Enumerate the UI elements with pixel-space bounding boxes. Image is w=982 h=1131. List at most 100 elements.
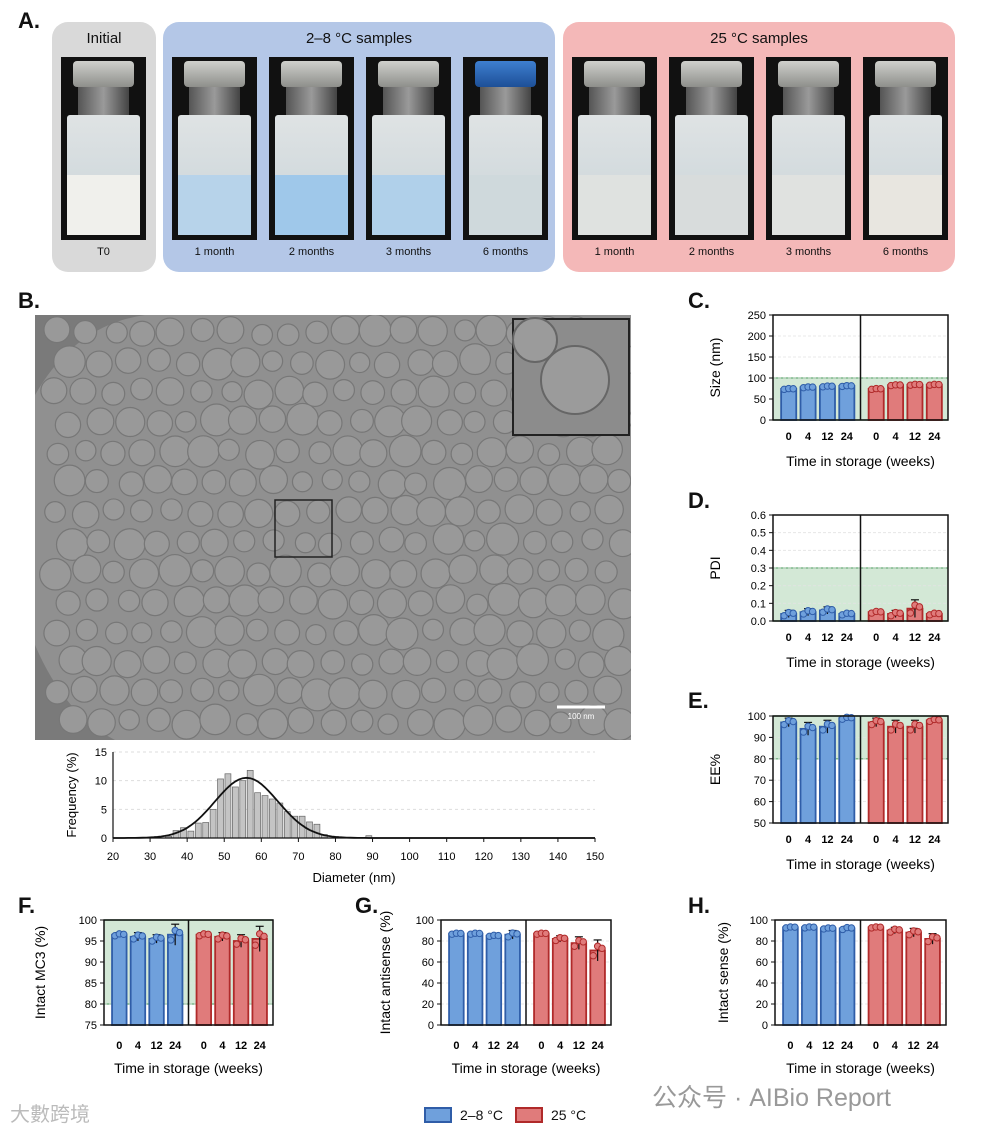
data-point-E [799, 728, 808, 736]
lnp-particle [607, 468, 631, 494]
lnp-particle [493, 466, 519, 492]
lnp-particle [506, 620, 534, 648]
vial-liquid [67, 175, 140, 235]
group-title-2-8c: 2–8 °C samples [305, 30, 413, 47]
bar-C [780, 388, 798, 421]
lnp-particle [159, 435, 192, 468]
lnp-particle [217, 438, 240, 461]
x-tick-E: 24 [928, 834, 941, 846]
x-tick-F: 0 [201, 1040, 207, 1052]
lnp-particle [174, 410, 197, 433]
x-tick-E: 0 [786, 834, 792, 846]
lnp-particle [486, 647, 519, 681]
spec-band-C [773, 378, 948, 420]
x-tick-C: 0 [873, 431, 879, 443]
x-tick-G: 12 [573, 1040, 585, 1052]
vial-photo [863, 57, 948, 240]
lnp-particle [454, 319, 477, 342]
lnp-particle [114, 347, 142, 374]
hist-bar [291, 815, 298, 839]
lnp-particle [243, 379, 274, 410]
lnp-particle [173, 651, 197, 675]
hist-x-tick: 20 [107, 851, 119, 863]
hist-y-tick: 5 [101, 804, 107, 816]
vial-liquid [275, 175, 348, 235]
data-point-E [930, 715, 939, 724]
lnp-particle [173, 585, 205, 618]
lnp-particle [550, 530, 574, 554]
vial-neck [783, 87, 834, 115]
data-point-F [134, 931, 142, 939]
lnp-particle [113, 650, 142, 679]
lnp-particle [72, 554, 102, 584]
hist-x-tick: 130 [512, 851, 530, 863]
data-point-H [895, 926, 903, 934]
data-point-G [471, 929, 479, 937]
spec-band-D [773, 568, 948, 621]
lnp-particle [487, 582, 521, 616]
data-point-F [233, 940, 241, 948]
frame-D [772, 514, 949, 622]
lnp-particle [574, 584, 606, 616]
x-tick-G: 24 [507, 1040, 520, 1052]
lnp-particle [242, 673, 276, 707]
data-point-D [930, 609, 939, 617]
data-point-E [847, 714, 856, 722]
watermark-right: 公众号 · AIBio Report [652, 1084, 891, 1112]
bar-D [925, 613, 943, 622]
vial-photo [366, 57, 451, 240]
data-point-H [843, 923, 851, 932]
panel-label-c: C. [688, 288, 710, 313]
data-point-C [872, 384, 880, 393]
lnp-particle [357, 614, 390, 646]
data-point-F [115, 930, 124, 938]
x-tick-F: 24 [254, 1040, 267, 1052]
data-point-D [906, 609, 915, 617]
data-point-D [799, 610, 808, 618]
x-tick-F: 4 [135, 1040, 142, 1052]
lnp-particle [332, 435, 364, 466]
data-point-H [828, 924, 837, 932]
lnp-particle [39, 558, 72, 591]
bar-D [906, 607, 924, 622]
y-tick-C: 150 [748, 352, 766, 364]
lnp-particle [464, 465, 494, 494]
x-tick-D: 12 [821, 632, 833, 644]
y-tick-H: 40 [756, 978, 768, 990]
lnp-particle [187, 435, 220, 468]
data-point-G [504, 933, 512, 941]
lnp-particle [391, 679, 421, 710]
lnp-particle [69, 377, 97, 405]
hist-bar [209, 808, 217, 839]
panel-label-b: B. [18, 288, 40, 313]
x-tick-G: 0 [538, 1040, 544, 1052]
bar-C [867, 388, 885, 421]
x-label-H: Time in storage (weeks) [786, 1060, 935, 1076]
data-point-C [930, 380, 939, 389]
hist-bar [217, 778, 224, 839]
hist-bar [172, 830, 180, 839]
hist-bar [276, 802, 284, 839]
lnp-particle [592, 618, 625, 651]
lnp-particle [201, 347, 235, 381]
lnp-particle [333, 620, 359, 646]
lnp-particle [217, 500, 244, 528]
bar-E [799, 727, 817, 824]
data-point-H [914, 928, 922, 936]
lnp-particle [463, 530, 486, 552]
lnp-particle [523, 709, 551, 737]
data-point-F [157, 934, 165, 942]
data-point-H [886, 928, 895, 936]
lnp-particle [54, 411, 82, 439]
vial-body [772, 115, 845, 235]
hist-y-tick: 0 [101, 833, 107, 845]
hist-bar [254, 792, 261, 839]
y-label-H: Intact sense (%) [715, 922, 731, 1023]
lnp-particle [130, 678, 159, 707]
bar-E [838, 717, 856, 824]
y-tick-D: 0.6 [751, 510, 766, 522]
bar-F [214, 935, 231, 1026]
data-point-F [241, 936, 250, 944]
hist-x-tick: 100 [400, 851, 418, 863]
lnp-particle [115, 406, 146, 438]
